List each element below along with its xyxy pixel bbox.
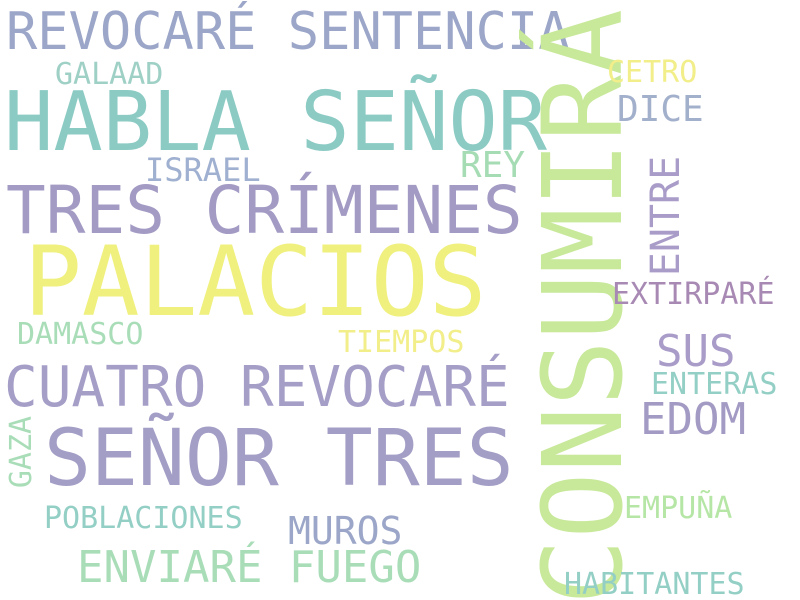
word-tres-crimenes: TRES CRÍMENES (6, 172, 523, 249)
word-revocare-sentencia: REVOCARÉ SENTENCIA (6, 2, 570, 62)
word-rey: REY (460, 145, 526, 186)
word-gaza: GAZA (4, 415, 40, 489)
word-poblaciones: POBLACIONES (44, 501, 243, 536)
word-dice: DICE (617, 89, 704, 130)
word-enviare-fuego: ENVIARÉ FUEGO (77, 542, 422, 593)
word-tiempos: TIEMPOS (338, 325, 465, 360)
word-enteras: ENTERAS (651, 367, 778, 402)
word-habla-senor: HABLA SEÑOR (4, 75, 548, 170)
word-empuna: EMPUÑA (624, 491, 733, 526)
word-israel: ISRAEL (145, 151, 261, 189)
word-extirpare: EXTIRPARÉ (612, 277, 775, 312)
word-cetro: CETRO (607, 55, 698, 90)
word-galaad: GALAAD (55, 57, 164, 92)
word-damasco: DAMASCO (17, 317, 144, 352)
word-sus: SUS (656, 326, 736, 377)
word-cuatro-revocare: CUATRO REVOCARÉ (4, 355, 510, 420)
word-edom: EDOM (640, 394, 746, 445)
word-entre: ENTRE (643, 155, 690, 277)
word-habitantes: HABITANTES (564, 567, 745, 600)
word-senor-tres: SEÑOR TRES (44, 414, 514, 504)
word-palacios: PALACIOS (24, 226, 487, 338)
word-muros: MUROS (288, 509, 403, 553)
